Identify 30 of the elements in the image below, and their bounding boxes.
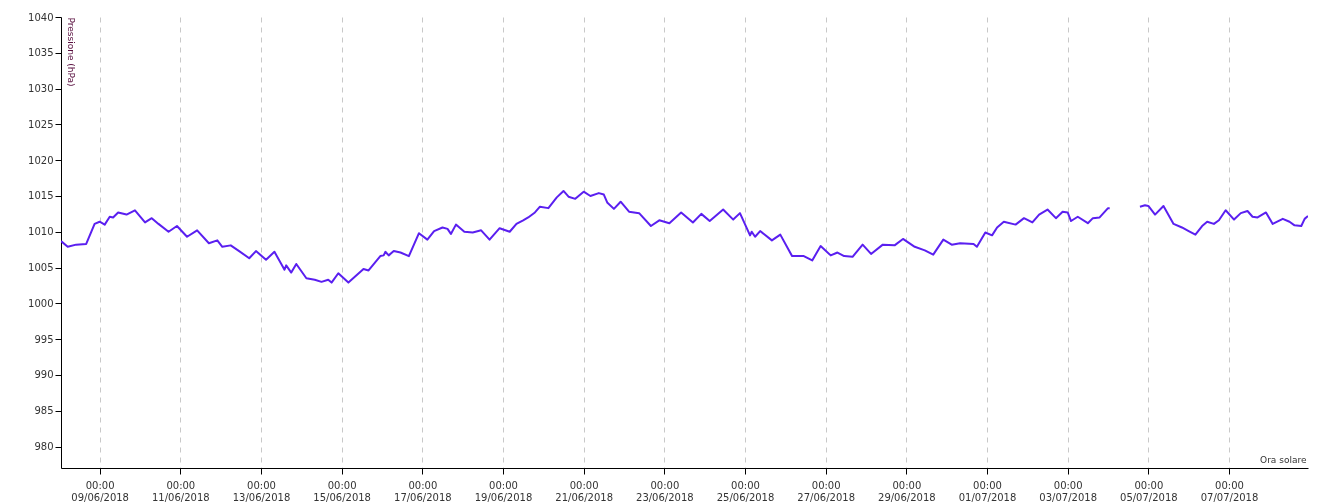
y-tick-label: 990 (34, 369, 54, 381)
x-tick-label: 00:00 25/06/2018 (716, 479, 775, 503)
y-tick-label: 1015 (28, 190, 54, 202)
y-tick-label: 980 (34, 441, 54, 453)
y-tick-label: 1010 (28, 226, 54, 238)
x-tick-label: 00:00 21/06/2018 (555, 479, 613, 503)
y-tick-label: 1030 (28, 83, 54, 95)
x-tick-label: 00:00 15/06/2018 (313, 479, 371, 503)
y-tick-label: 1000 (28, 297, 54, 309)
y-tick-label: 1040 (28, 11, 54, 23)
x-tick-label: 00:00 23/06/2018 (636, 479, 694, 503)
x-tick-label: 00:00 01/07/2018 (958, 479, 1017, 503)
y-axis-title: Pressione (hPa) (65, 17, 76, 87)
x-tick-label: 00:00 09/06/2018 (71, 479, 129, 503)
x-tick-label: 00:00 05/07/2018 (1120, 479, 1178, 503)
x-tick-label: 00:00 11/06/2018 (152, 479, 210, 503)
x-axis-title: Ora solare (1260, 454, 1307, 465)
y-tick-label: 1005 (28, 262, 54, 274)
y-tick-label: 995 (34, 333, 54, 345)
x-tick-label: 00:00 27/06/2018 (797, 479, 855, 503)
x-tick-label: 00:00 13/06/2018 (232, 479, 291, 503)
x-tick-label: 00:00 07/07/2018 (1200, 479, 1259, 503)
y-tick-label: 1025 (28, 118, 54, 130)
x-tick-label: 00:00 03/07/2018 (1039, 479, 1097, 503)
x-tick-label: 00:00 29/06/2018 (878, 479, 936, 503)
x-tick-label: 00:00 17/06/2018 (394, 479, 452, 503)
y-tick-label: 1035 (28, 47, 54, 59)
x-tick-label: 00:00 19/06/2018 (474, 479, 533, 503)
y-tick-label: 1020 (28, 154, 54, 166)
y-tick-label: 985 (34, 405, 54, 417)
